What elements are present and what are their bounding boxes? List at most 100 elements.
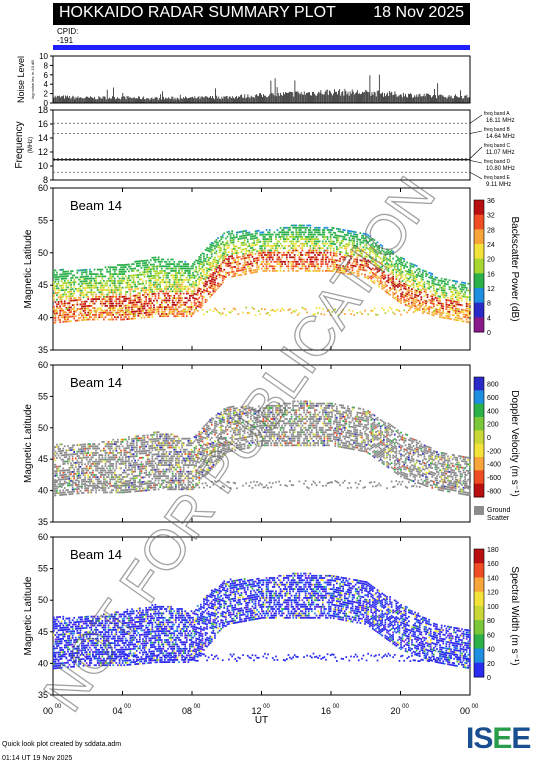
scatter-cell	[250, 254, 252, 256]
scatter-cell	[64, 481, 66, 483]
scatter-cell	[78, 492, 80, 494]
scatter-cell	[131, 467, 133, 469]
scatter-cell	[128, 270, 130, 272]
scatter-cell	[214, 261, 216, 263]
scatter-cell	[394, 282, 396, 284]
scatter-cell	[95, 454, 97, 456]
scatter-cell	[59, 448, 61, 450]
scatter-cell	[186, 277, 188, 279]
scatter-cell	[223, 260, 225, 262]
scatter-cell	[67, 302, 69, 304]
scatter-cell	[424, 282, 426, 284]
scatter-cell	[69, 485, 71, 487]
scatter-cell	[233, 266, 235, 268]
scatter-cell	[131, 447, 133, 449]
scatter-cell	[322, 236, 324, 238]
scatter-cell	[184, 310, 186, 312]
scatter-cell	[62, 314, 64, 316]
scatter-cell	[150, 300, 152, 302]
scatter-cell	[280, 270, 282, 272]
scatter-cell	[320, 261, 322, 263]
scatter-cell	[269, 259, 271, 261]
scatter-cell	[181, 279, 183, 281]
scatter-cell	[411, 304, 413, 306]
colorbar-tick-label: 4	[487, 315, 491, 322]
scatter-cell	[155, 313, 157, 315]
scatter-cell	[206, 261, 208, 263]
scatter-cell	[402, 271, 404, 273]
scatter-cell	[83, 281, 85, 283]
scatter-cell	[250, 268, 252, 270]
scatter-cell	[178, 265, 180, 267]
scatter-cell	[455, 290, 457, 292]
scatter-cell	[100, 450, 102, 452]
scatter-cell	[73, 445, 75, 447]
scatter-cell	[270, 238, 272, 240]
scatter-cell	[259, 248, 261, 250]
scatter-cell	[189, 300, 191, 302]
scatter-cell	[72, 489, 74, 491]
scatter-cell	[55, 322, 57, 324]
scatter-cell	[172, 302, 174, 304]
scatter-cell	[419, 268, 421, 270]
scatter-cell	[73, 318, 75, 320]
scatter-cell	[467, 303, 469, 305]
scatter-cell	[217, 283, 219, 285]
scatter-cell	[283, 252, 285, 254]
scatter-cell	[211, 283, 213, 285]
scatter-cell	[281, 265, 283, 267]
scatter-cell	[150, 309, 152, 311]
scatter-cell	[216, 241, 218, 243]
scatter-cell	[203, 269, 205, 271]
scatter-cell	[108, 461, 110, 463]
scatter-cell	[438, 282, 440, 284]
scatter-cell	[427, 301, 429, 303]
scatter-cell	[305, 252, 307, 254]
scatter-cell	[80, 444, 82, 446]
scatter-cell	[400, 314, 402, 316]
scatter-cell	[425, 273, 427, 275]
scatter-cell	[116, 474, 118, 476]
scatter-cell	[275, 238, 277, 240]
scatter-cell	[438, 311, 440, 313]
scatter-cell	[217, 287, 219, 289]
scatter-cell	[324, 259, 326, 261]
scatter-cell	[461, 300, 463, 302]
scatter-cell	[77, 479, 79, 481]
scatter-cell	[158, 265, 160, 267]
scatter-cell	[198, 306, 200, 308]
scatter-cell	[119, 314, 121, 316]
scatter-cell	[72, 445, 74, 447]
scatter-cell	[72, 288, 74, 290]
scatter-cell	[105, 470, 107, 472]
scatter-cell	[314, 256, 316, 258]
scatter-cell	[84, 444, 86, 446]
scatter-cell	[444, 285, 446, 287]
scatter-cell	[117, 481, 119, 483]
scatter-cell	[114, 474, 116, 476]
scatter-cell	[59, 457, 61, 459]
scatter-cell	[180, 288, 182, 290]
scatter-cell	[87, 489, 89, 491]
scatter-cell	[280, 252, 282, 254]
scatter-cell	[120, 467, 122, 469]
scatter-cell	[94, 280, 96, 282]
scatter-cell	[142, 452, 144, 454]
scatter-cell	[58, 492, 60, 494]
scatter-cell	[166, 297, 168, 299]
scatter-cell	[325, 256, 327, 258]
scatter-cell	[267, 268, 269, 270]
scatter-cell	[114, 287, 116, 289]
scatter-cell	[330, 250, 332, 252]
scatter-cell	[217, 242, 219, 244]
scatter-cell	[56, 276, 58, 278]
scatter-cell	[292, 265, 294, 267]
scatter-cell	[205, 260, 207, 262]
scatter-cell	[175, 297, 177, 299]
scatter-cell	[444, 288, 446, 290]
scatter-cell	[314, 265, 316, 267]
scatter-cell	[105, 285, 107, 287]
scatter-cell	[314, 234, 316, 236]
scatter-cell	[86, 490, 88, 492]
scatter-cell	[225, 242, 227, 244]
